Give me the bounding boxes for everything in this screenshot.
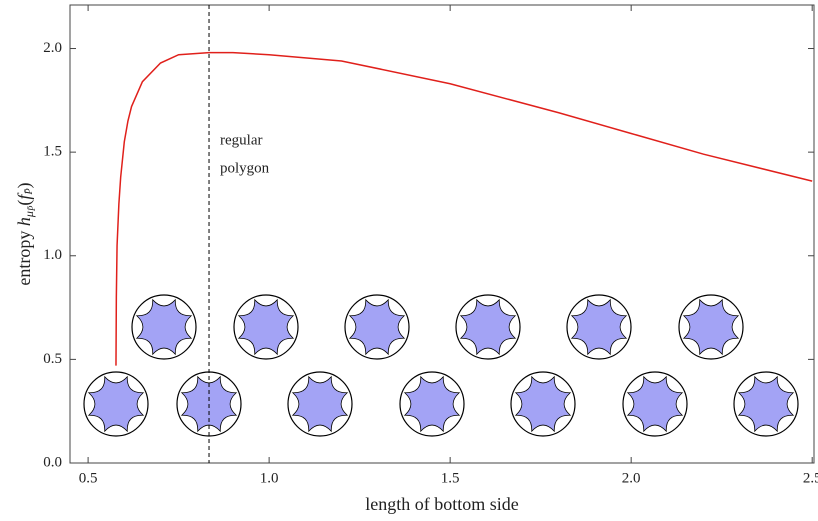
plot-frame <box>69 4 815 464</box>
y-tick-label: 1.0 <box>43 247 62 263</box>
y-tick-label: 1.5 <box>43 144 62 160</box>
x-tick-label: 0.5 <box>79 470 98 486</box>
y-label-sub: μ <box>22 211 36 218</box>
x-axis-label: length of bottom side <box>365 494 518 514</box>
annotation: polygon <box>220 160 270 176</box>
polygon-icons <box>83 294 799 437</box>
y-label-symbol: h <box>14 217 34 226</box>
line-series <box>115 51 813 366</box>
y-tick-label: 2.0 <box>43 40 62 56</box>
icon-polygon <box>237 298 295 356</box>
x-tick-label: 1.0 <box>260 470 279 486</box>
y-tick-label: 0.5 <box>43 351 62 367</box>
icon-polygon <box>459 298 517 356</box>
y-label-paren: ( <box>14 200 35 206</box>
x-tick-label: 2.0 <box>622 470 641 486</box>
icon-polygon <box>626 375 684 433</box>
icon-polygon <box>403 375 461 433</box>
y-label-f: f <box>14 192 34 200</box>
icon-polygon <box>682 298 740 356</box>
y-label-word: entropy <box>14 226 34 285</box>
icon-polygon <box>87 375 145 433</box>
icon-polygon <box>514 375 572 433</box>
x-tick-label: 2.5 <box>803 470 818 486</box>
x-tick-label: 1.5 <box>441 470 460 486</box>
icon-polygon <box>135 298 193 356</box>
y-label-f-sub: P̄ <box>24 188 36 195</box>
y-label-paren: ) <box>14 182 35 188</box>
icon-polygon <box>291 375 349 433</box>
icon-polygon <box>348 298 406 356</box>
y-axis-label: entropy hμP̄(fP̄) <box>14 182 37 285</box>
y-tick-label: 0.0 <box>43 454 62 470</box>
icon-polygon <box>570 298 628 356</box>
annotation: regular <box>220 132 262 148</box>
y-label-subsub: P̄ <box>27 205 37 212</box>
icon-polygon <box>737 375 795 433</box>
